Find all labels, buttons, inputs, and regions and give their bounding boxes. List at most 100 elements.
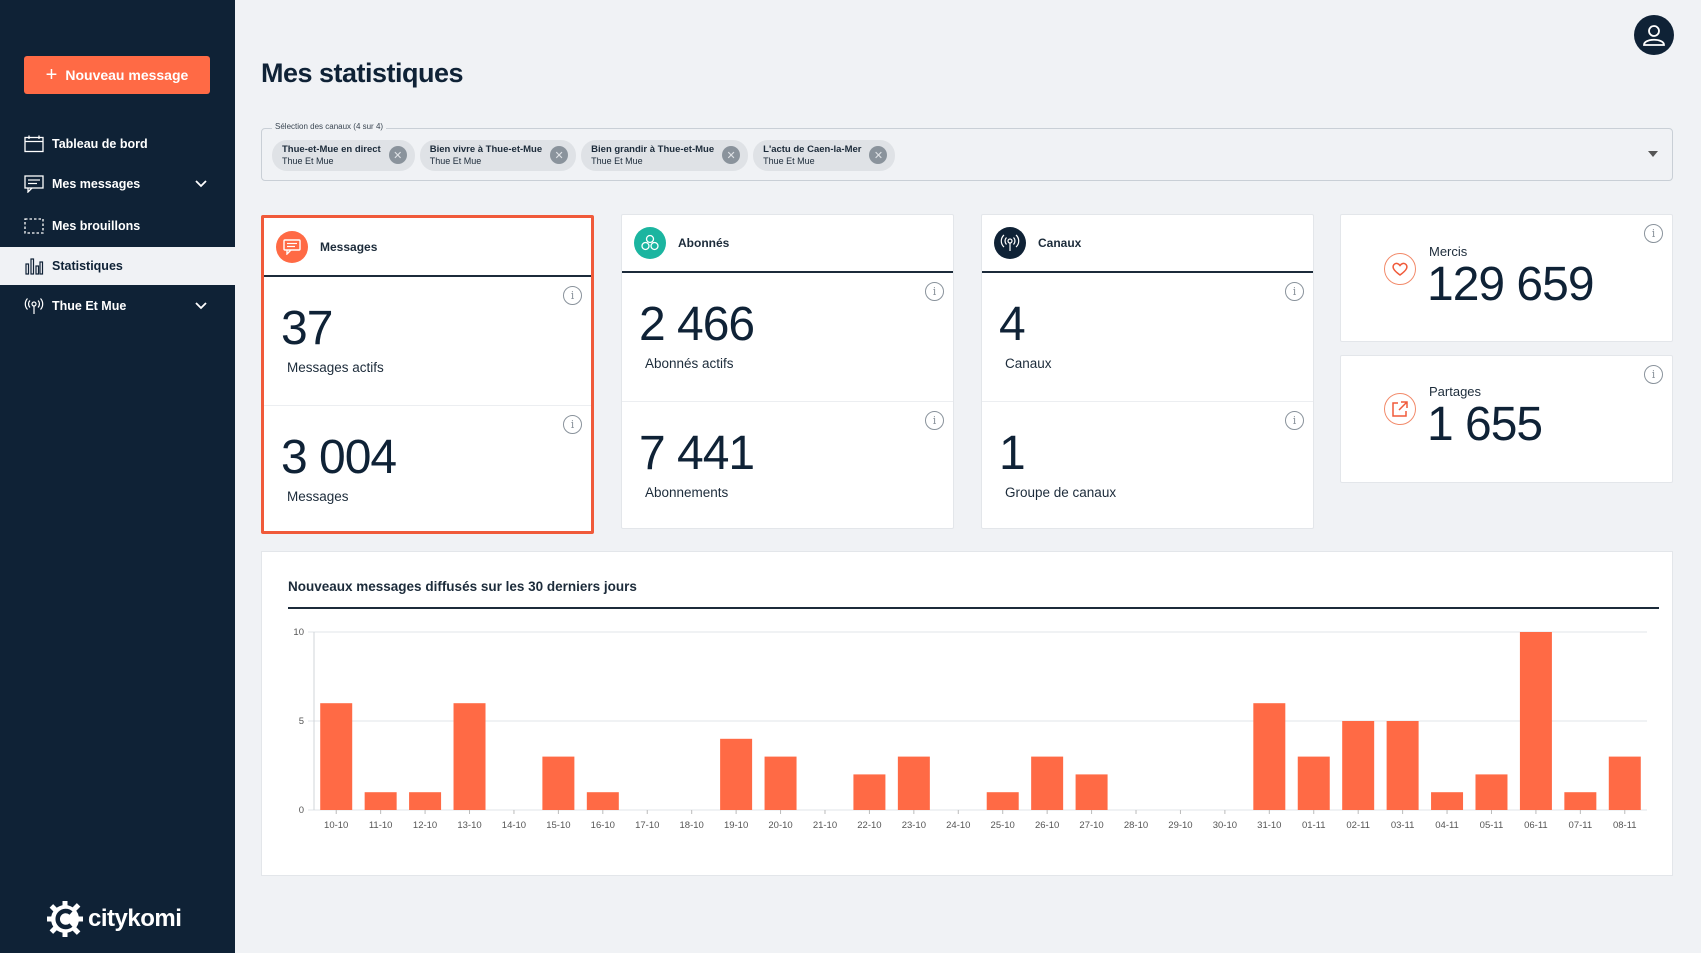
x-tick-label: 25-10: [991, 820, 1015, 831]
x-tick-label: 16-10: [591, 820, 615, 831]
shares-card[interactable]: Partages 1 655 i: [1340, 355, 1673, 483]
sidebar-item-statistics[interactable]: Statistiques: [0, 247, 235, 285]
page-title: Mes statistiques: [261, 58, 464, 88]
info-icon[interactable]: i: [1644, 224, 1663, 243]
stat-channel-groups: 1 Groupe de canaux i: [982, 401, 1313, 529]
x-tick-label: 17-10: [635, 820, 659, 831]
stat-label: Messages actifs: [287, 360, 384, 375]
x-tick-label: 18-10: [680, 820, 704, 831]
info-icon[interactable]: i: [1285, 411, 1304, 430]
sidebar-item-messages[interactable]: Mes messages: [0, 165, 235, 203]
chip-subtitle: Thue Et Mue: [763, 156, 815, 166]
chip-remove-icon[interactable]: ✕: [722, 146, 741, 164]
new-message-label: Nouveau message: [65, 67, 189, 83]
thanks-label: Mercis: [1429, 244, 1468, 259]
stat-label: Canaux: [1005, 356, 1052, 371]
dropdown-arrow-icon[interactable]: [1648, 151, 1658, 157]
subscribers-card-header: Abonnés: [622, 215, 953, 273]
bar: [1475, 774, 1508, 810]
channel-chips: Thue-et-Mue en direct Thue Et Mue ✕ Bien …: [272, 140, 896, 171]
bar: [364, 792, 397, 810]
bar: [542, 756, 575, 810]
citykomi-logo-icon: [47, 901, 83, 937]
bar: [586, 792, 619, 810]
x-tick-label: 31-10: [1257, 820, 1281, 831]
bar: [409, 792, 442, 810]
x-tick-label: 24-10: [946, 820, 970, 831]
plus-icon: +: [45, 64, 58, 86]
x-tick-label: 05-11: [1480, 820, 1504, 831]
chip-subtitle: Thue Et Mue: [282, 156, 334, 166]
channels-card-header: Canaux: [982, 215, 1313, 273]
draft-icon: [24, 217, 44, 235]
chip-remove-icon[interactable]: ✕: [388, 146, 407, 164]
info-icon[interactable]: i: [925, 282, 944, 301]
subscribers-card[interactable]: Abonnés 2 466 Abonnés actifs i 7 441 Abo…: [621, 214, 954, 529]
chip-title: L'actu de Caen-la-Mer: [763, 144, 862, 155]
sidebar-item-label: Mes messages: [52, 177, 141, 191]
bar: [453, 703, 486, 810]
chip-subtitle: Thue Et Mue: [591, 156, 643, 166]
messages-card[interactable]: Messages 37 Messages actifs i 3 004 Mess…: [261, 215, 594, 534]
x-tick-label: 12-10: [413, 820, 437, 831]
stat-label: Groupe de canaux: [1005, 485, 1117, 500]
subscribers-icon: [634, 227, 666, 259]
x-tick-label: 13-10: [457, 820, 481, 831]
x-tick-label: 14-10: [502, 820, 526, 831]
x-tick-label: 02-11: [1346, 820, 1370, 831]
stat-value: 7 441: [639, 427, 755, 480]
x-tick-label: 29-10: [1168, 820, 1192, 831]
channels-card[interactable]: Canaux 4 Canaux i 1 Groupe de canaux i: [981, 214, 1314, 529]
sidebar-item-label: Tableau de bord: [52, 137, 148, 151]
user-avatar-button[interactable]: [1634, 15, 1674, 55]
shares-label: Partages: [1429, 384, 1482, 399]
card-title: Canaux: [1038, 236, 1082, 250]
info-icon[interactable]: i: [925, 411, 944, 430]
bar: [1031, 756, 1064, 810]
info-icon[interactable]: i: [563, 415, 582, 434]
new-message-button[interactable]: + Nouveau message: [24, 56, 210, 94]
chip-title: Bien grandir à Thue-et-Mue: [591, 144, 715, 155]
bar: [1564, 792, 1597, 810]
chevron-down-icon[interactable]: [195, 299, 207, 313]
messages-bar-chart: 0 5 10 10-10 11-10 12-10 13-10 14-10 15-10 16-10 1…: [293, 627, 1647, 831]
channel-chip: Bien grandir à Thue-et-Mue Thue Et Mue ✕: [581, 140, 749, 171]
message-icon: [24, 175, 44, 193]
stat-value: 2 466: [639, 298, 755, 351]
y-tick-label: 10: [293, 627, 304, 638]
x-tick-label: 30-10: [1213, 820, 1237, 831]
info-icon[interactable]: i: [1285, 282, 1304, 301]
y-tick-label: 0: [299, 805, 304, 816]
stat-messages: 3 004 Messages i: [264, 405, 591, 533]
x-tick-label: 01-11: [1302, 820, 1326, 831]
sidebar-item-channel-group[interactable]: Thue Et Mue: [0, 287, 235, 325]
info-icon[interactable]: i: [563, 286, 582, 305]
chip-remove-icon[interactable]: ✕: [550, 146, 569, 164]
messages-chart-card: Nouveaux messages diffusés sur les 30 de…: [261, 551, 1673, 876]
y-tick-label: 5: [299, 716, 304, 727]
bar: [1342, 721, 1375, 810]
x-tick-label: 21-10: [813, 820, 837, 831]
stat-label: Abonnés actifs: [645, 356, 734, 371]
info-icon[interactable]: i: [1644, 365, 1663, 384]
stat-value: 4: [999, 298, 1026, 351]
x-tick-label: 15-10: [546, 820, 570, 831]
stat-active-messages: 37 Messages actifs i: [264, 277, 591, 405]
stat-value: 3 004: [281, 431, 397, 484]
bar: [1253, 703, 1286, 810]
sidebar-item-drafts[interactable]: Mes brouillons: [0, 207, 235, 245]
chip-remove-icon[interactable]: ✕: [869, 146, 888, 164]
x-tick-label: 06-11: [1524, 820, 1548, 831]
stat-value: 37: [281, 302, 333, 355]
bar: [986, 792, 1019, 810]
chip-subtitle: Thue Et Mue: [429, 156, 482, 166]
broadcast-icon: [994, 227, 1026, 259]
citykomi-logo: citykomi: [46, 900, 182, 938]
bar: [1519, 632, 1552, 810]
sidebar-item-dashboard[interactable]: Tableau de bord: [0, 125, 235, 163]
chevron-down-icon[interactable]: [195, 177, 207, 191]
channel-select[interactable]: Sélection des canaux (4 sur 4) Thue-et-M…: [261, 122, 1673, 181]
thanks-card[interactable]: Mercis 129 659 i: [1340, 214, 1673, 342]
bar: [897, 756, 930, 810]
x-tick-label: 07-11: [1569, 820, 1593, 831]
